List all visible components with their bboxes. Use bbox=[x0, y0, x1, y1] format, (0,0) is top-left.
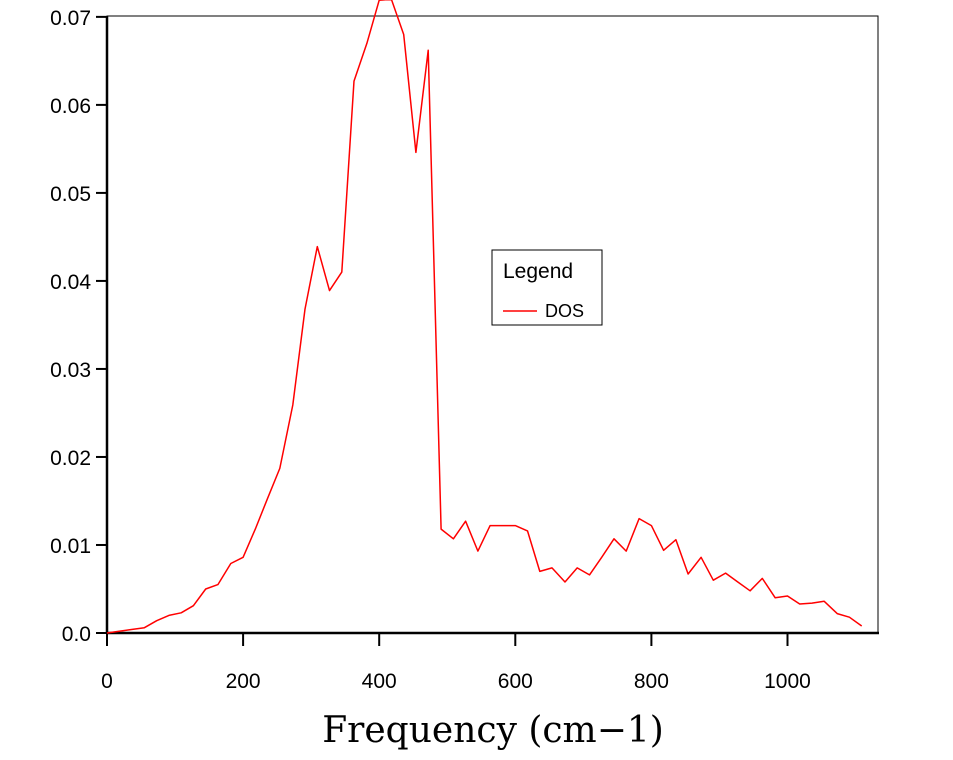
y-tick-label: 0.02 bbox=[50, 447, 91, 470]
y-tick-label: 0.0 bbox=[62, 623, 91, 646]
y-axis-ticks: 0.0 0.01 0.02 0.03 0.04 0.05 0.06 0.07 bbox=[50, 7, 107, 646]
x-tick-label: 800 bbox=[634, 670, 669, 693]
x-tick-label: 1000 bbox=[764, 670, 811, 693]
series-layer bbox=[106, 0, 863, 634]
y-tick-label: 0.06 bbox=[50, 95, 91, 118]
legend: Legend DOS bbox=[491, 249, 603, 326]
series-line-dos bbox=[106, 0, 863, 634]
x-tick-label: 600 bbox=[498, 670, 533, 693]
x-axis-ticks: 0 200 400 600 800 1000 bbox=[101, 633, 811, 693]
x-tick-label: 0 bbox=[101, 670, 113, 693]
legend-title: Legend bbox=[503, 260, 573, 283]
y-tick-label: 0.07 bbox=[50, 7, 91, 30]
y-tick-label: 0.04 bbox=[50, 271, 91, 294]
y-tick-label: 0.05 bbox=[50, 183, 91, 206]
x-axis-title: Frequency (cm−1) bbox=[322, 710, 664, 751]
x-tick-label: 200 bbox=[226, 670, 261, 693]
x-tick-label: 400 bbox=[362, 670, 397, 693]
y-tick-label: 0.03 bbox=[50, 359, 91, 382]
y-tick-label: 0.01 bbox=[50, 535, 91, 558]
legend-label-dos: DOS bbox=[545, 301, 584, 321]
legend-box bbox=[491, 249, 603, 326]
